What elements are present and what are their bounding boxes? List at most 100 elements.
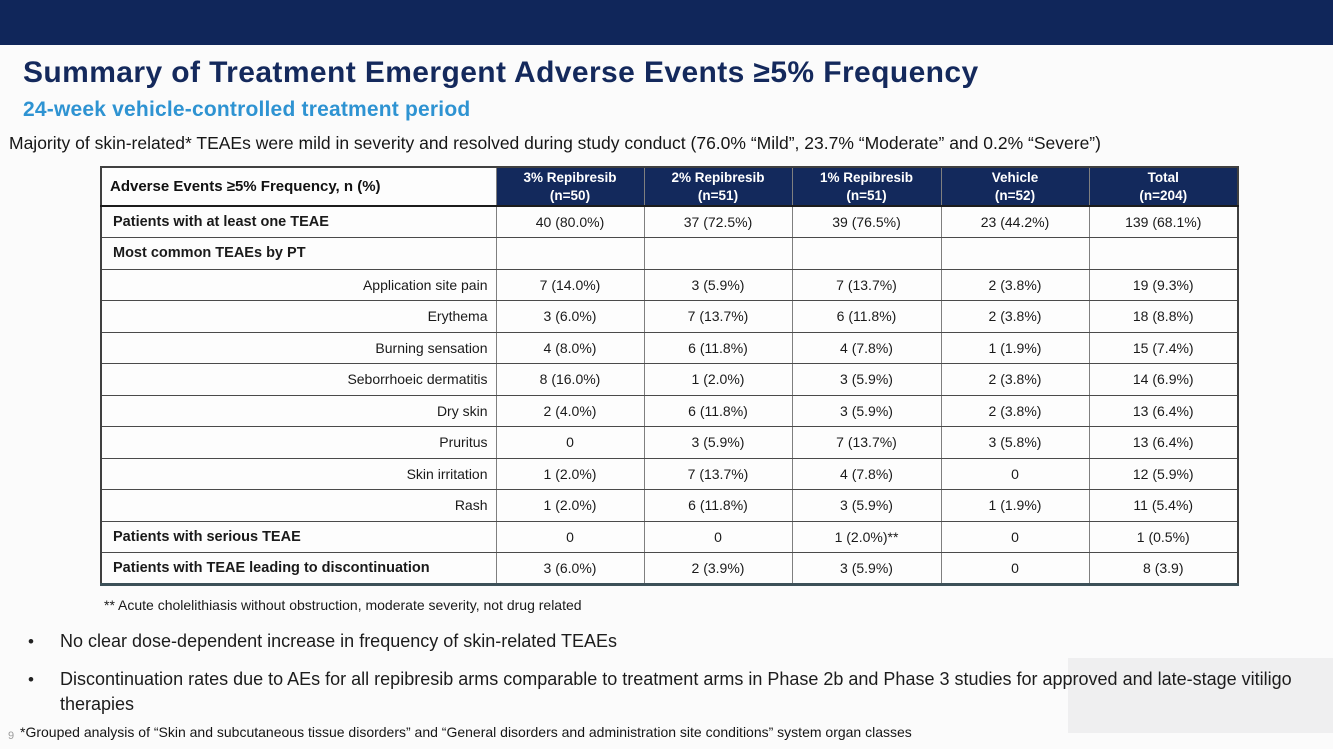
cell-value: 2 (3.8%): [940, 363, 1090, 396]
column-header: 3% Repibresib (n=50): [495, 166, 645, 207]
cell-value: 7 (13.7%): [643, 300, 793, 333]
cell-value: 3 (5.9%): [791, 363, 942, 396]
bullet-text: No clear dose-dependent increase in freq…: [60, 631, 617, 651]
cell-value: 18 (8.8%): [1088, 300, 1239, 333]
cell-value: 8 (16.0%): [495, 363, 645, 396]
row-label: Most common TEAEs by PT: [100, 237, 497, 270]
cell-value: 4 (7.8%): [791, 331, 942, 364]
cell-value: 3 (5.9%): [643, 426, 793, 459]
row-label: Patients with at least one TEAE: [100, 205, 497, 238]
cell-value: 139 (68.1%): [1088, 205, 1239, 238]
table-row: Rash 1 (2.0%) 6 (11.8%) 3 (5.9%) 1 (1.9%) 11 …: [100, 489, 1239, 522]
cell-value: [1088, 237, 1239, 270]
cell-value: 14 (6.9%): [1088, 363, 1239, 396]
table-row: Pruritus 0 3 (5.9%) 7 (13.7%) 3 (5.8%) 13 (6.…: [100, 426, 1239, 459]
cell-value: 1 (1.9%): [940, 489, 1090, 522]
cell-value: 23 (44.2%): [940, 205, 1090, 238]
list-item: • No clear dose-dependent increase in fr…: [28, 629, 1332, 654]
row-label: Burning sensation: [100, 331, 497, 364]
table-row: Patients with TEAE leading to discontinu…: [100, 552, 1239, 585]
cell-value: 15 (7.4%): [1088, 331, 1239, 364]
cell-value: [940, 237, 1090, 270]
cell-value: 13 (6.4%): [1088, 426, 1239, 459]
column-header: Total (n=204): [1088, 166, 1239, 207]
cell-value: 0: [940, 457, 1090, 490]
row-label: Rash: [100, 489, 497, 522]
row-label: Patients with TEAE leading to discontinu…: [100, 552, 497, 585]
row-label: Patients with serious TEAE: [100, 520, 497, 553]
table-header-row: Adverse Events ≥5% Frequency, n (%) 3% Re…: [100, 166, 1239, 207]
top-banner: [0, 0, 1333, 45]
cell-value: 4 (7.8%): [791, 457, 942, 490]
cell-value: 13 (6.4%): [1088, 394, 1239, 427]
cell-value: 0: [940, 552, 1090, 585]
cell-value: 3 (5.9%): [791, 552, 942, 585]
cell-value: 3 (5.9%): [643, 268, 793, 301]
cell-value: 0: [495, 520, 645, 553]
cell-value: 0: [643, 520, 793, 553]
cell-value: 2 (3.8%): [940, 300, 1090, 333]
cell-value: 6 (11.8%): [643, 331, 793, 364]
cell-value: 1 (1.9%): [940, 331, 1090, 364]
table-row: Erythema 3 (6.0%) 7 (13.7%) 6 (11.8%) 2 (3.8…: [100, 300, 1239, 333]
cell-value: 1 (2.0%): [643, 363, 793, 396]
cell-value: 3 (6.0%): [495, 300, 645, 333]
cell-value: [791, 237, 942, 270]
cell-value: [643, 237, 793, 270]
cell-value: 1 (2.0%): [495, 457, 645, 490]
bullet-icon: •: [28, 670, 34, 689]
cell-value: 3 (5.9%): [791, 394, 942, 427]
table-row: Dry skin 2 (4.0%) 6 (11.8%) 3 (5.9%) 2 (3.8%…: [100, 394, 1239, 427]
cell-value: 7 (14.0%): [495, 268, 645, 301]
table-row: Skin irritation 1 (2.0%) 7 (13.7%) 4 (7.8%)…: [100, 457, 1239, 490]
cell-value: 7 (13.7%): [791, 268, 942, 301]
cell-value: 40 (80.0%): [495, 205, 645, 238]
cell-value: 0: [495, 426, 645, 459]
table-row: Patients with at least one TEAE 40 (80.0%…: [100, 205, 1239, 238]
cell-value: 2 (3.8%): [940, 268, 1090, 301]
cell-value: 11 (5.4%): [1088, 489, 1239, 522]
cell-value: 7 (13.7%): [791, 426, 942, 459]
row-label: Application site pain: [100, 268, 497, 301]
row-label: Dry skin: [100, 394, 497, 427]
cell-value: 0: [940, 520, 1090, 553]
cell-value: 6 (11.8%): [643, 489, 793, 522]
table-footnote: ** Acute cholelithiasis without obstruct…: [104, 597, 582, 613]
row-label: Skin irritation: [100, 457, 497, 490]
cell-value: [495, 237, 645, 270]
cell-value: 12 (5.9%): [1088, 457, 1239, 490]
table-body: Patients with at least one TEAE 40 (80.0%…: [100, 205, 1239, 585]
bullet-text: Discontinuation rates due to AEs for all…: [60, 669, 1292, 714]
page-subtitle: 24-week vehicle-controlled treatment per…: [23, 98, 471, 121]
watermark-area: [1068, 658, 1333, 733]
cell-value: 2 (4.0%): [495, 394, 645, 427]
cell-value: 4 (8.0%): [495, 331, 645, 364]
cell-value: 2 (3.9%): [643, 552, 793, 585]
bullet-icon: •: [28, 632, 34, 651]
cell-value: 3 (5.8%): [940, 426, 1090, 459]
cell-value: 6 (11.8%): [643, 394, 793, 427]
list-item: • Discontinuation rates due to AEs for a…: [28, 667, 1332, 717]
cell-value: 1 (2.0%)**: [791, 520, 942, 553]
adverse-events-table: Adverse Events ≥5% Frequency, n (%) 3% Re…: [100, 166, 1239, 586]
cell-value: 1 (2.0%): [495, 489, 645, 522]
slide-footer: 9 *Grouped analysis of “Skin and subcuta…: [0, 724, 1333, 746]
column-header: 2% Repibresib (n=51): [643, 166, 793, 207]
cell-value: 19 (9.3%): [1088, 268, 1239, 301]
row-header-column-title: Adverse Events ≥5% Frequency, n (%): [100, 166, 497, 207]
cell-value: 6 (11.8%): [791, 300, 942, 333]
table-row: Application site pain 7 (14.0%) 3 (5.9%) 7 …: [100, 268, 1239, 301]
table-row: Seborrhoeic dermatitis 8 (16.0%) 1 (2.0%) 3…: [100, 363, 1239, 396]
cell-value: 3 (5.9%): [791, 489, 942, 522]
cell-value: 2 (3.8%): [940, 394, 1090, 427]
lead-statement: Majority of skin-related* TEAEs were mil…: [9, 133, 1101, 153]
footer-note: *Grouped analysis of “Skin and subcutane…: [20, 724, 912, 740]
cell-value: 3 (6.0%): [495, 552, 645, 585]
page-title: Summary of Treatment Emergent Adverse Ev…: [23, 56, 979, 89]
row-label: Pruritus: [100, 426, 497, 459]
table-row: Most common TEAEs by PT: [100, 237, 1239, 270]
table-row: Burning sensation 4 (8.0%) 6 (11.8%) 4 (7.8…: [100, 331, 1239, 364]
cell-value: 7 (13.7%): [643, 457, 793, 490]
cell-value: 8 (3.9): [1088, 552, 1239, 585]
